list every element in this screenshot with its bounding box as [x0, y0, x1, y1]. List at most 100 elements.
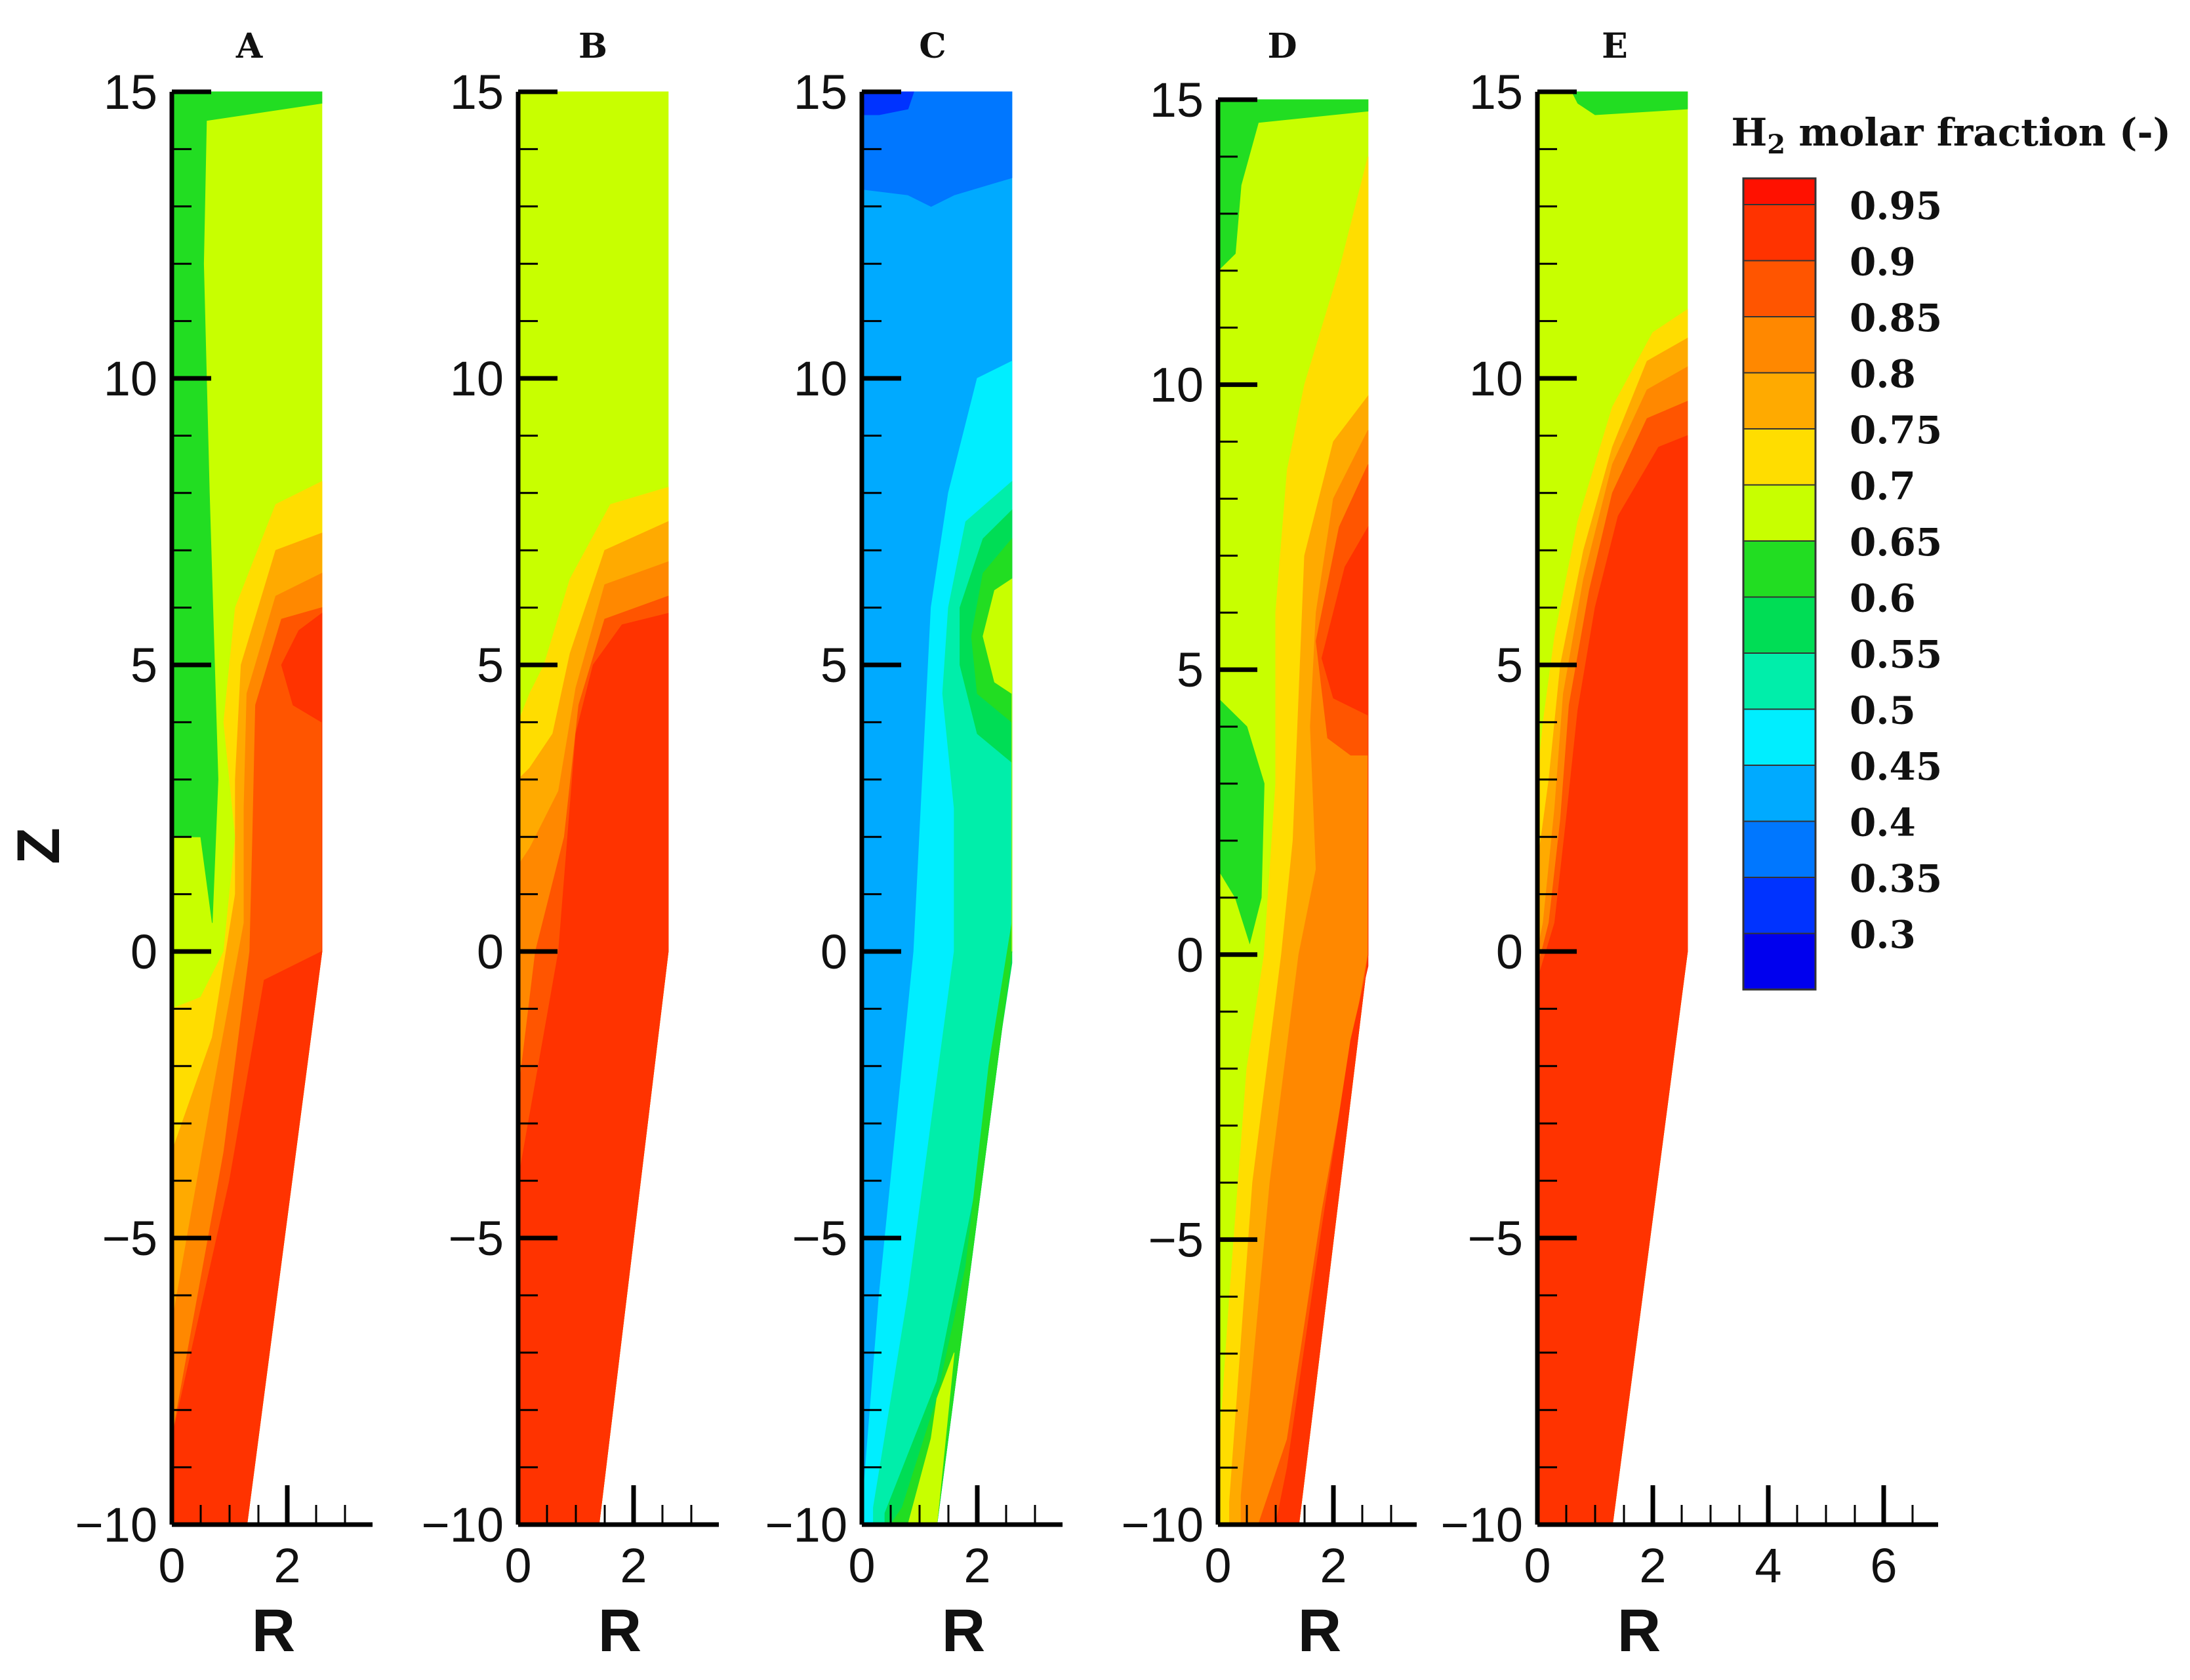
y-tick-label: 15: [104, 65, 157, 119]
contour-band: [1571, 91, 1688, 115]
x-tick-label: 2: [1639, 1538, 1666, 1593]
legend-title-sub: 2: [1767, 129, 1785, 160]
y-tick-label: 10: [104, 351, 157, 406]
legend-swatch: [1743, 765, 1816, 822]
y-tick-label: 0: [1177, 928, 1204, 982]
legend-swatch: [1743, 708, 1816, 766]
legend-swatch: [1743, 204, 1816, 262]
legend-title: H2 molar fraction (-): [1731, 110, 2171, 160]
y-tick-label: −10: [1440, 1498, 1523, 1552]
x-tick-label: 6: [1870, 1538, 1897, 1593]
x-tick-label: 2: [620, 1538, 647, 1593]
y-tick-label: 10: [1469, 351, 1523, 406]
y-tick-label: 15: [794, 65, 847, 119]
y-tick-label: 5: [477, 638, 504, 692]
y-tick-label: −5: [792, 1211, 847, 1266]
legend-swatch: [1743, 596, 1816, 654]
legend-title-main: H: [1731, 110, 1767, 155]
y-tick-label: 0: [477, 925, 504, 979]
y-tick-label: −10: [421, 1498, 504, 1552]
legend-label: 0.8: [1850, 352, 1916, 397]
legend-frame: [1742, 177, 1817, 991]
legend-label: 0.4: [1850, 801, 1916, 845]
contour-band: [1537, 435, 1688, 1525]
legend-swatch: [1743, 484, 1816, 542]
y-tick-label: 0: [821, 925, 847, 979]
y-tick-label: −5: [1468, 1211, 1523, 1266]
y-tick-label: 5: [1496, 638, 1523, 692]
legend-label: 0.95: [1850, 184, 1942, 228]
legend-swatch: [1743, 932, 1816, 990]
x-axis-label: R: [942, 1597, 985, 1664]
y-tick-label: −10: [75, 1498, 157, 1552]
panel-title: D: [1267, 26, 1297, 66]
legend-label: 0.45: [1850, 744, 1942, 789]
contour-band: [861, 91, 1013, 207]
y-tick-label: 5: [821, 638, 847, 692]
y-tick-label: −5: [1148, 1212, 1204, 1267]
y-axis-label: Z: [5, 828, 72, 864]
legend-label: 0.65: [1850, 520, 1942, 565]
legend-label: 0.9: [1850, 240, 1916, 285]
legend-swatch: [1743, 820, 1816, 878]
y-tick-label: −10: [765, 1498, 847, 1552]
y-tick-label: 15: [1469, 65, 1523, 119]
legend-label: 0.6: [1850, 576, 1916, 621]
y-tick-label: −10: [1121, 1498, 1204, 1552]
panel-title: B: [578, 26, 607, 66]
legend-swatch: [1743, 372, 1816, 430]
contour-band: [1217, 697, 1265, 945]
legend-label: 0.75: [1850, 408, 1942, 452]
legend-label: 0.55: [1850, 632, 1942, 677]
x-tick-label: 2: [274, 1538, 300, 1593]
panel-title: A: [235, 26, 263, 66]
legend-swatch: [1743, 316, 1816, 374]
x-tick-label: 0: [504, 1538, 531, 1593]
y-tick-label: 15: [1150, 73, 1204, 127]
legend-swatch: [1743, 652, 1816, 710]
y-tick-label: −5: [102, 1211, 157, 1266]
contour-band: [517, 612, 669, 1525]
x-axis-label: R: [1298, 1597, 1341, 1664]
legend-label: 0.85: [1850, 296, 1942, 340]
legend-swatch: [1743, 260, 1816, 317]
y-tick-label: 15: [450, 65, 504, 119]
y-tick-label: 0: [131, 925, 157, 979]
contour-band: [1217, 99, 1369, 271]
legend: H2 molar fraction (-) 0.95 0.9 0.85 0.8 0.75 0…: [1731, 110, 2171, 991]
x-tick-label: 2: [1320, 1538, 1347, 1593]
x-axis-label: R: [252, 1597, 295, 1664]
contour-band: [983, 578, 1013, 951]
x-axis-label: R: [1617, 1597, 1661, 1664]
legend-swatch-top: [1743, 178, 1815, 205]
legend-label: 0.3: [1850, 913, 1916, 957]
panel-title: E: [1602, 26, 1628, 66]
legend-label: 0.35: [1850, 856, 1942, 901]
x-tick-label: 4: [1754, 1538, 1781, 1593]
x-tick-label: 0: [848, 1538, 875, 1593]
legend-swatch: [1743, 540, 1816, 598]
x-axis-label: R: [598, 1597, 641, 1664]
x-tick-label: 0: [1524, 1538, 1551, 1593]
legend-title-rest: molar fraction (-): [1785, 110, 2171, 155]
y-tick-label: 5: [1177, 643, 1204, 697]
y-tick-label: 5: [131, 638, 157, 692]
legend-label: 0.5: [1850, 689, 1916, 733]
x-tick-label: 0: [1204, 1538, 1231, 1593]
legend-swatch: [1743, 428, 1816, 486]
y-tick-label: 0: [1496, 925, 1523, 979]
panel-title: C: [919, 26, 946, 66]
legend-swatch: [1743, 877, 1816, 934]
legend-label: 0.7: [1850, 464, 1916, 509]
y-tick-label: 10: [450, 351, 504, 406]
y-tick-label: −5: [449, 1211, 504, 1266]
y-tick-label: 10: [1150, 358, 1204, 412]
y-tick-label: 10: [794, 351, 847, 406]
x-tick-label: 2: [963, 1538, 990, 1593]
